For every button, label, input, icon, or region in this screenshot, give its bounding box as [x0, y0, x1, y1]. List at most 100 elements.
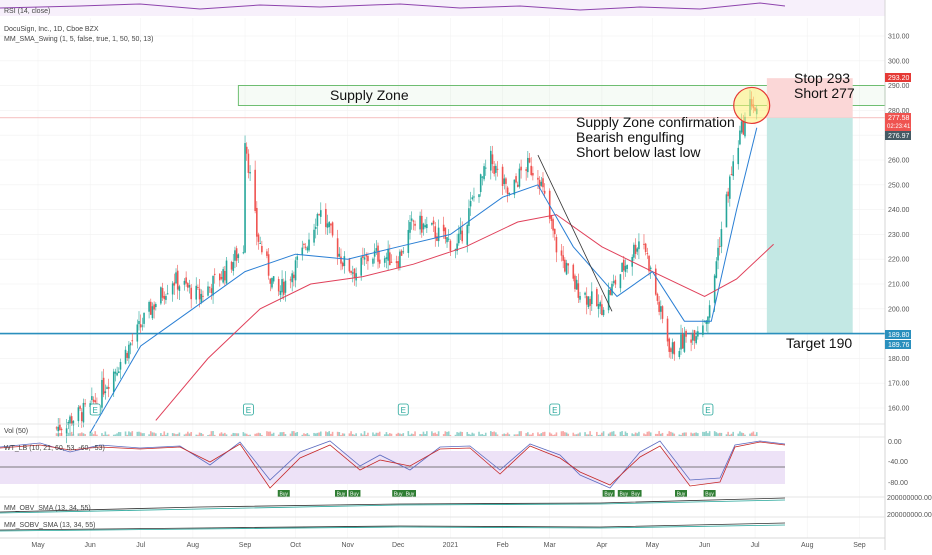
candle — [338, 253, 341, 257]
volume-bar — [695, 432, 697, 436]
candle — [602, 309, 605, 316]
candle — [348, 258, 351, 272]
volume-bar — [313, 432, 315, 436]
sobv-label: MM_SOBV_SMA (13, 34, 55) — [4, 522, 95, 529]
volume-bar — [461, 431, 463, 436]
candle — [402, 251, 405, 253]
candle — [739, 130, 741, 145]
candle — [552, 219, 554, 231]
volume-bar — [611, 431, 613, 436]
x-tick-label: 2021 — [443, 542, 459, 549]
candle — [634, 244, 637, 254]
volume-bar — [503, 433, 506, 436]
volume-bar — [468, 433, 470, 436]
candle — [60, 428, 63, 431]
volume-bar — [176, 433, 179, 436]
volume-bar — [469, 434, 472, 436]
candle — [178, 286, 181, 291]
candle — [527, 157, 529, 173]
sobv-axis: 200000000.00 — [887, 512, 932, 519]
candle — [353, 268, 356, 278]
volume-bar — [198, 432, 201, 436]
candle — [395, 261, 398, 264]
candle — [340, 256, 342, 264]
volume-bar — [338, 432, 341, 436]
volume-bar — [385, 432, 388, 436]
candle — [289, 279, 292, 281]
candle — [550, 215, 553, 222]
volume-bar — [744, 434, 746, 436]
volume-bar — [614, 434, 617, 436]
volume-bar — [621, 431, 623, 436]
candle — [671, 342, 674, 354]
candle — [412, 220, 415, 222]
candle — [128, 344, 130, 359]
candle — [326, 223, 329, 228]
candle — [538, 179, 541, 190]
earnings-marker[interactable] — [549, 403, 561, 416]
candle — [446, 237, 448, 243]
volume-bar — [565, 432, 568, 436]
vol-label: Vol (50) — [4, 428, 28, 435]
candle — [622, 259, 625, 271]
candle — [124, 349, 127, 364]
volume-bar — [165, 434, 167, 436]
symbol-label: DocuSign, Inc., 1D, Cboe BZX — [4, 26, 99, 33]
candle — [202, 295, 204, 297]
volume-bar — [82, 433, 85, 436]
volume-bar — [478, 431, 480, 436]
earnings-marker[interactable] — [89, 403, 101, 416]
candle — [506, 187, 509, 195]
candle — [496, 168, 499, 170]
volume-bar — [607, 433, 610, 436]
volume-bar — [271, 433, 273, 436]
earnings-marker-label: E — [401, 406, 406, 415]
candle — [91, 396, 93, 401]
volume-bar — [446, 431, 448, 436]
candle — [442, 224, 445, 232]
volume-bar — [458, 432, 460, 436]
candle — [574, 275, 576, 290]
candle — [153, 304, 155, 310]
candle — [139, 324, 142, 328]
earnings-marker[interactable] — [243, 403, 254, 416]
candle — [341, 262, 344, 267]
volume-bar — [96, 434, 98, 436]
volume-bar — [660, 433, 662, 436]
candle — [668, 338, 671, 352]
volume-bar — [737, 433, 740, 436]
svg-text:276.97: 276.97 — [888, 133, 910, 140]
earnings-marker[interactable] — [397, 403, 409, 416]
candle — [212, 275, 214, 296]
volume-bar — [390, 433, 393, 436]
rsi-line — [0, 2, 786, 11]
candle — [107, 386, 110, 389]
volume-bar — [412, 434, 415, 436]
supply-zone-label: Supply Zone — [330, 87, 409, 103]
x-tick-label: Nov — [341, 542, 354, 549]
candle — [740, 121, 743, 133]
earnings-marker[interactable] — [702, 403, 714, 416]
y-tick-label: 240.00 — [888, 207, 910, 214]
candle — [190, 287, 192, 300]
candle — [77, 407, 80, 422]
candle — [543, 190, 546, 194]
volume-bar — [387, 434, 389, 436]
candle — [424, 225, 426, 228]
rsi-pane — [0, 0, 885, 16]
candle — [589, 298, 591, 306]
volume-bar — [596, 431, 598, 436]
wt-line-blue — [0, 440, 786, 489]
y-tick-label: 210.00 — [888, 282, 910, 289]
volume-bar — [210, 431, 213, 436]
candle — [553, 228, 556, 235]
candle — [432, 220, 435, 225]
candle — [658, 301, 660, 312]
target-label: Target 190 — [786, 335, 852, 351]
candle — [707, 316, 709, 324]
candle — [272, 276, 275, 282]
candle — [495, 165, 497, 173]
candle — [449, 240, 452, 251]
candle — [92, 399, 95, 402]
